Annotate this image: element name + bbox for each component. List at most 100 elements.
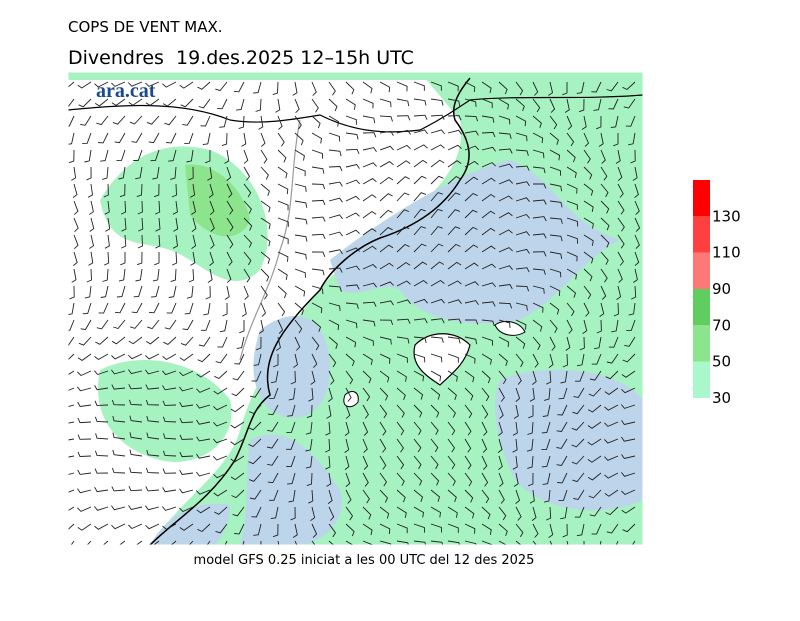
wind-barb bbox=[464, 540, 477, 545]
wind-barb bbox=[179, 451, 194, 458]
wind-barb bbox=[145, 384, 160, 390]
wind-barb bbox=[145, 486, 160, 492]
wind-barb bbox=[549, 302, 560, 315]
wind-barb bbox=[481, 301, 496, 307]
wind-barb bbox=[481, 177, 496, 185]
wind-barb bbox=[379, 176, 394, 185]
wind-barb bbox=[447, 489, 457, 503]
wind-barb bbox=[464, 192, 478, 202]
wind-area bbox=[185, 164, 250, 237]
wind-barb bbox=[68, 421, 75, 424]
wind-barb bbox=[180, 98, 194, 108]
wind-barb bbox=[68, 506, 75, 512]
wind-barb bbox=[166, 302, 177, 314]
wind-barb bbox=[606, 523, 619, 534]
wind-barb bbox=[260, 166, 269, 180]
wind-barb bbox=[205, 149, 211, 164]
wind-barb bbox=[77, 488, 92, 494]
wind-barb bbox=[277, 319, 284, 334]
wind-barb bbox=[413, 353, 426, 363]
wind-barb bbox=[430, 159, 445, 168]
wind-barb bbox=[311, 216, 326, 222]
wind-barb bbox=[583, 183, 594, 196]
wind-barb bbox=[447, 506, 458, 518]
wind-barb bbox=[498, 247, 513, 253]
wind-barb bbox=[241, 302, 247, 317]
wind-barb bbox=[566, 285, 577, 298]
wind-barb bbox=[345, 387, 352, 402]
wind-barb bbox=[128, 486, 143, 492]
legend-swatch bbox=[693, 325, 710, 362]
wind-barb bbox=[145, 81, 160, 87]
wind-barb bbox=[294, 115, 302, 130]
wind-barb bbox=[243, 200, 252, 214]
wind-barb bbox=[272, 81, 279, 96]
wind-barb bbox=[549, 319, 558, 334]
wind-barb bbox=[68, 472, 75, 476]
wind-barb bbox=[236, 98, 245, 111]
wind-barb bbox=[515, 149, 529, 156]
wind-barb bbox=[191, 234, 197, 249]
wind-barb bbox=[137, 200, 143, 215]
wind-barb bbox=[226, 183, 233, 198]
wind-barb bbox=[621, 454, 636, 460]
wind-barb bbox=[345, 506, 354, 521]
wind-barb bbox=[430, 175, 444, 185]
wind-barb bbox=[170, 268, 177, 283]
wind-barb bbox=[572, 404, 585, 415]
wind-barb bbox=[196, 436, 211, 442]
wind-barb bbox=[277, 183, 289, 195]
wind-barb bbox=[379, 489, 389, 503]
wind-barb bbox=[131, 132, 143, 143]
wind-barb bbox=[94, 506, 109, 511]
wind-barb bbox=[430, 472, 440, 486]
wind-barb bbox=[86, 268, 92, 283]
wind-barb bbox=[549, 98, 556, 113]
wind-barb bbox=[566, 132, 575, 147]
wind-barb bbox=[621, 506, 636, 514]
wind-barb bbox=[286, 455, 296, 467]
wind-barb bbox=[270, 370, 279, 384]
wind-barb bbox=[634, 251, 640, 267]
wind-barb bbox=[515, 489, 521, 504]
wind-barb bbox=[549, 166, 562, 176]
wind-barb bbox=[243, 285, 249, 300]
wind-barb bbox=[566, 251, 578, 262]
wind-barb bbox=[292, 523, 298, 538]
wind-barb bbox=[326, 472, 332, 487]
wind-barb bbox=[98, 302, 109, 314]
wind-barb bbox=[230, 455, 245, 463]
wind-barb bbox=[288, 387, 296, 401]
wind-barb bbox=[532, 353, 539, 368]
wind-barb bbox=[362, 263, 377, 270]
wind-barb bbox=[94, 450, 109, 457]
wind-barb bbox=[128, 384, 143, 390]
wind-barb bbox=[217, 98, 228, 110]
wind-barb bbox=[294, 132, 304, 146]
wind-barb bbox=[248, 455, 262, 465]
wind-barb bbox=[532, 336, 541, 351]
wind-barb bbox=[150, 285, 160, 298]
wind-barb bbox=[481, 421, 488, 436]
wind-barb bbox=[566, 302, 575, 317]
wind-barb bbox=[604, 438, 619, 444]
wind-barb bbox=[224, 540, 228, 545]
wind-barb bbox=[564, 98, 570, 113]
wind-barb bbox=[622, 353, 636, 363]
wind-barb bbox=[311, 199, 326, 206]
wind-barb bbox=[344, 455, 350, 470]
wind-barb bbox=[310, 506, 316, 521]
wind-barb bbox=[251, 506, 262, 518]
border bbox=[239, 119, 301, 361]
wind-barb bbox=[481, 455, 488, 470]
wind-barb bbox=[549, 336, 556, 351]
wind-barb bbox=[606, 353, 619, 364]
wind-barb bbox=[308, 489, 314, 504]
wind-barb bbox=[379, 281, 394, 287]
wind-barb bbox=[362, 210, 377, 219]
wind-barb bbox=[328, 149, 342, 157]
wind-barb bbox=[379, 472, 388, 487]
wind-barb bbox=[464, 226, 478, 236]
wind-barb bbox=[464, 319, 479, 325]
wind-barb bbox=[617, 234, 625, 249]
